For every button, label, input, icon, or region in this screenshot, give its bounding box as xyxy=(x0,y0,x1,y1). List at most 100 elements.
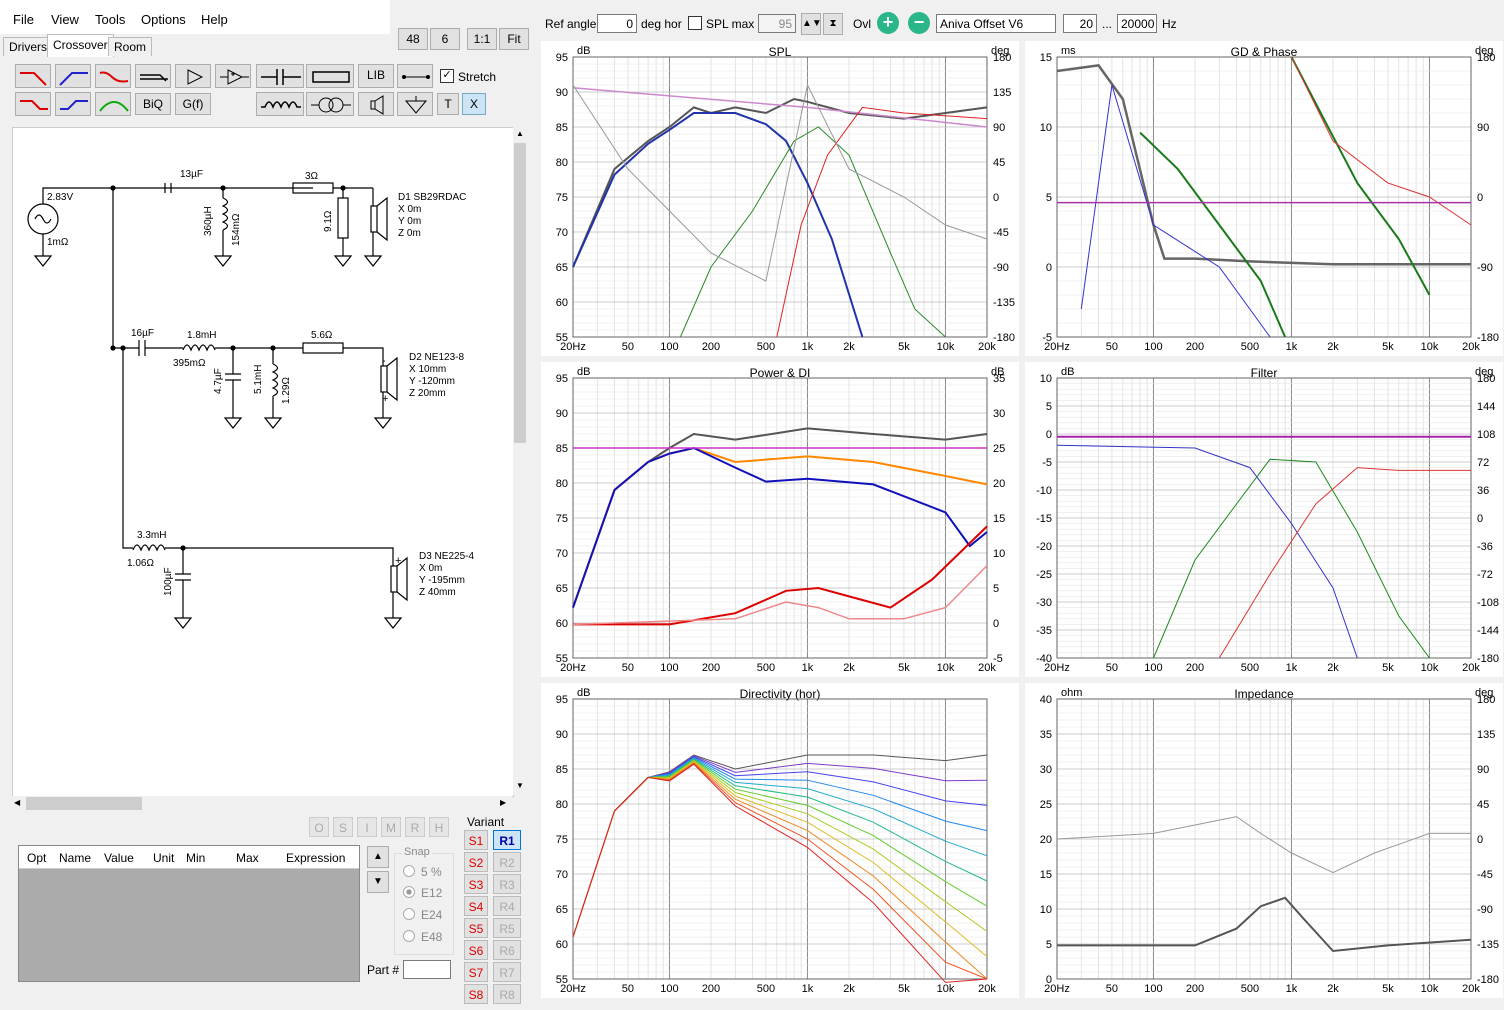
variant-s4-button[interactable]: S4 xyxy=(464,896,488,916)
zoom-6-button[interactable]: 6 xyxy=(430,28,460,50)
vertical-scroll-thumb[interactable] xyxy=(514,143,526,443)
lowpass2-tool-button[interactable] xyxy=(15,92,51,116)
directivity-chart[interactable]: Directivity (hor) 95 90 85 80 75 70 65 60 55 dB 20… xyxy=(541,683,1019,998)
resistor-tool-button[interactable] xyxy=(306,64,354,88)
transformer-tool-button[interactable] xyxy=(306,92,354,116)
freq-max-input[interactable]: 20000 xyxy=(1117,14,1157,33)
opt-h-button[interactable]: H xyxy=(429,817,449,837)
transfer-function-button[interactable]: G(f) xyxy=(175,93,211,115)
col-unit[interactable]: Unit xyxy=(153,851,175,865)
variant-s3-button[interactable]: S3 xyxy=(464,874,488,894)
opt-o-button[interactable]: O xyxy=(309,817,329,837)
snap-e12-radio[interactable]: E12 xyxy=(403,886,442,900)
y-tick-label: 65 xyxy=(556,583,568,595)
variant-s5-button[interactable]: S5 xyxy=(464,918,488,938)
d1-x-label: X 0m xyxy=(398,204,421,215)
horizontal-scroll-thumb[interactable] xyxy=(26,797,142,810)
remove-overlay-icon[interactable]: − xyxy=(908,12,930,34)
opt-i-button[interactable]: I xyxy=(357,817,377,837)
variant-r8-button[interactable]: R8 xyxy=(493,984,521,1004)
parameter-table[interactable]: Opt Name Value Unit Min Max Expression xyxy=(18,845,360,982)
col-name[interactable]: Name xyxy=(59,851,92,865)
tab-room[interactable]: Room xyxy=(108,37,153,56)
menu-view[interactable]: View xyxy=(51,12,79,27)
spl-up-button[interactable]: ▲▼ xyxy=(801,13,822,35)
col-value[interactable]: Value xyxy=(104,851,134,865)
freq-min-input[interactable]: 20 xyxy=(1063,14,1097,33)
impedance-chart[interactable]: Impedance 40 35 30 25 20 15 10 5 0 180 135 90 45 0 -45… xyxy=(1025,683,1503,998)
bandpass-tool-button[interactable] xyxy=(95,64,131,88)
crossover-schematic[interactable]: 2.83V 1mΩ 13µF 3Ω 360µH 154mΩ 9.1Ω D1 SB… xyxy=(12,127,514,797)
menu-help[interactable]: Help xyxy=(201,12,228,27)
scroll-up-icon[interactable]: ▲ xyxy=(516,129,524,138)
spl-fit-button[interactable]: ⧗ xyxy=(823,13,843,35)
variant-s2-button[interactable]: S2 xyxy=(464,852,488,872)
scroll-down-icon[interactable]: ▼ xyxy=(516,781,524,790)
variant-r5-button[interactable]: R5 xyxy=(493,918,521,938)
snap-e24-radio[interactable]: E24 xyxy=(403,908,442,922)
wire-tool-button[interactable] xyxy=(397,64,433,88)
col-min[interactable]: Min xyxy=(186,851,206,865)
stretch-checkbox[interactable]: ✓ xyxy=(440,69,454,83)
capacitor-tool-button[interactable] xyxy=(256,64,304,88)
project-name-input[interactable]: Aniva Offset V6 xyxy=(936,14,1056,33)
add-overlay-icon[interactable]: + xyxy=(877,12,899,34)
menu-options[interactable]: Options xyxy=(141,12,186,27)
variant-r2-button[interactable]: R2 xyxy=(493,852,521,872)
menu-tools[interactable]: Tools xyxy=(95,12,126,27)
text-tool-button[interactable]: T xyxy=(437,93,459,115)
library-button[interactable]: LIB xyxy=(358,64,394,88)
variant-r7-button[interactable]: R7 xyxy=(493,962,521,982)
scroll-right-icon[interactable]: ▶ xyxy=(500,798,507,807)
ground-tool-button[interactable] xyxy=(397,92,433,116)
spl-chart[interactable]: SPL 95 90 85 80 75 70 65 60 55 180 135 90 45 0 -45 -90 -… xyxy=(541,41,1019,356)
freq-range-dots: ... xyxy=(1102,17,1113,31)
driver-tool-button[interactable] xyxy=(358,92,394,116)
scroll-left-icon[interactable]: ◀ xyxy=(14,798,21,807)
gd-phase-chart[interactable]: GD & Phase 15 10 5 0 -5 180 90 0 -90 -180 deg ms 20H… xyxy=(1025,41,1503,356)
spl-max-input[interactable]: 95 xyxy=(758,14,796,33)
variant-s8-button[interactable]: S8 xyxy=(464,984,488,1004)
bandpass2-tool-button[interactable] xyxy=(95,92,131,116)
variant-r6-button[interactable]: R6 xyxy=(493,940,521,960)
part-number-input[interactable] xyxy=(403,960,451,979)
variant-r1-button[interactable]: R1 xyxy=(493,830,521,850)
lowpass1-tool-button[interactable] xyxy=(15,64,51,88)
zoom-fit-button[interactable]: Fit xyxy=(499,28,529,50)
menu-file[interactable]: File xyxy=(13,12,34,27)
opt-s-button[interactable]: S xyxy=(333,817,353,837)
col-expression[interactable]: Expression xyxy=(286,851,346,865)
x-tool-button[interactable]: X xyxy=(462,93,486,115)
highpass1-tool-button[interactable] xyxy=(55,64,91,88)
tab-crossover[interactable]: Crossover xyxy=(47,34,114,57)
opt-m-button[interactable]: M xyxy=(381,817,401,837)
snap-e48-radio[interactable]: E48 xyxy=(403,930,442,944)
variant-s7-button[interactable]: S7 xyxy=(464,962,488,982)
variant-s1-button[interactable]: S1 xyxy=(464,830,488,850)
variant-r3-button[interactable]: R3 xyxy=(493,874,521,894)
ref-angle-input[interactable]: 0 xyxy=(597,14,637,33)
spl-max-checkbox[interactable] xyxy=(688,16,702,30)
zoom-1to1-button[interactable]: 1:1 xyxy=(467,28,497,50)
filter-chart[interactable]: Filter 10 5 0 -5 -10 -15 -20 -25 -30 -35 -40 180 144… xyxy=(1025,362,1503,677)
snap-5pct-radio[interactable]: 5 % xyxy=(403,865,442,879)
allpass-tool-button[interactable] xyxy=(135,64,171,88)
opamp-tool-button[interactable] xyxy=(215,64,251,88)
biquad-button[interactable]: BiQ xyxy=(135,93,171,115)
variant-s6-button[interactable]: S6 xyxy=(464,940,488,960)
move-up-button[interactable]: ▲ xyxy=(367,846,389,868)
tab-drivers[interactable]: Drivers xyxy=(3,37,53,56)
gd-mid-phase-curve xyxy=(1290,56,1431,296)
zoom-48-button[interactable]: 48 xyxy=(398,28,428,50)
move-down-button[interactable]: ▼ xyxy=(367,871,389,893)
col-max[interactable]: Max xyxy=(236,851,259,865)
variant-r4-button[interactable]: R4 xyxy=(493,896,521,916)
schematic-vertical-scrollbar[interactable]: ▲ ▼ xyxy=(513,127,527,795)
schematic-horizontal-scrollbar[interactable]: ◀ ▶ xyxy=(12,796,512,811)
opt-r-button[interactable]: R xyxy=(405,817,425,837)
highpass2-tool-button[interactable] xyxy=(55,92,91,116)
inductor-tool-button[interactable] xyxy=(256,92,304,116)
col-opt[interactable]: Opt xyxy=(27,851,47,865)
power-di-chart[interactable]: Power & DI 95 90 85 80 75 70 65 60 55 35 30 25 20 15 1… xyxy=(541,362,1019,677)
buffer-tool-button[interactable] xyxy=(175,64,211,88)
